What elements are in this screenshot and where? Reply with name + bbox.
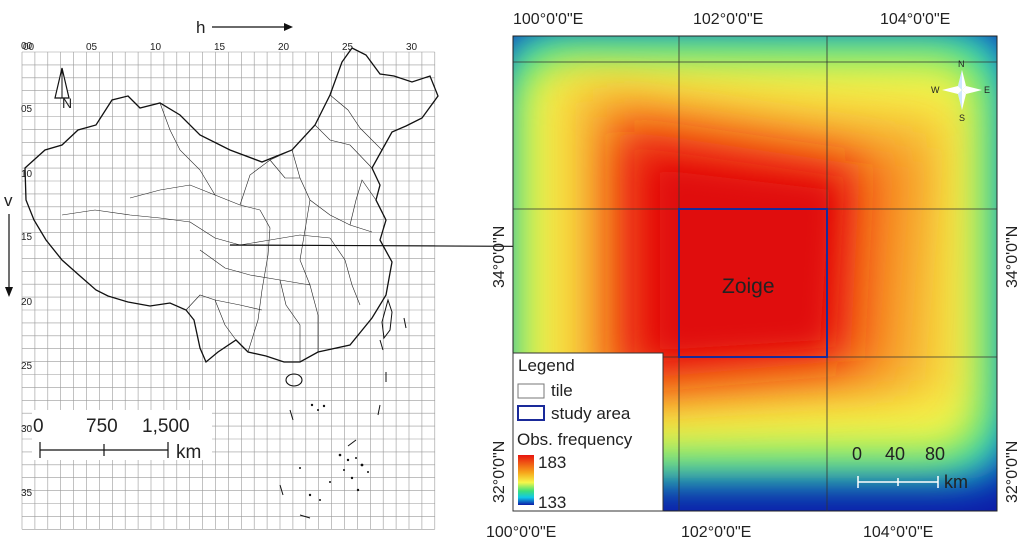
scale-label: 0	[852, 444, 862, 464]
h-tick-labels: 00 05 10 15 20 25 30	[23, 42, 418, 53]
study-area-box	[678, 208, 828, 358]
h-axis-label: h	[196, 18, 205, 37]
legend: Legend tile study area Obs. frequency 18…	[512, 352, 664, 512]
v-tick-label: 20	[21, 297, 33, 308]
h-axis-arrow-head	[284, 23, 293, 31]
lon-label: 102°0'0"E	[693, 11, 763, 28]
compass-w: W	[931, 85, 940, 95]
lon-label: 100°0'0"E	[513, 11, 583, 28]
lat-label: 32°0'0"N	[1004, 441, 1021, 503]
h-tick-label: 20	[278, 42, 290, 53]
compass-e: E	[984, 85, 990, 95]
scale-label: 80	[925, 444, 945, 464]
compass-n: N	[958, 59, 965, 69]
v-axis-label: v	[4, 191, 13, 210]
top-longitude-labels: 100°0'0"E 102°0'0"E 104°0'0"E	[513, 11, 950, 28]
h-tick-label: 30	[406, 42, 418, 53]
nine-dash-line	[279, 317, 407, 519]
taiwan-island	[381, 298, 393, 340]
north-arrow-icon: N	[54, 67, 72, 111]
scale-unit: km	[944, 472, 968, 492]
legend-study-area-swatch	[517, 405, 545, 421]
scale-unit: km	[176, 442, 201, 463]
observation-frequency-map: Zoige N S E W 0 40 80 km L	[486, 11, 1021, 541]
h-tick-label: 05	[86, 42, 98, 53]
left-latitude-labels: 34°0'0"N 32°0'0"N	[491, 226, 508, 503]
v-axis-arrow-head	[5, 287, 13, 297]
lon-label: 104°0'0"E	[863, 524, 933, 541]
scale-label: 1,500	[142, 416, 190, 437]
bottom-longitude-labels: 100°0'0"E 102°0'0"E 104°0'0"E	[486, 524, 933, 541]
v-tick-label: 25	[21, 361, 33, 372]
lon-label: 100°0'0"E	[486, 524, 556, 541]
scale-label: 750	[86, 416, 118, 437]
v-tick-label: 35	[21, 488, 33, 499]
north-label: N	[62, 95, 72, 111]
v-tick-label: 10	[21, 169, 33, 180]
study-area-label: Zoige	[722, 275, 775, 298]
legend-tile-swatch	[517, 383, 545, 399]
south-sea-islands	[299, 403, 369, 501]
lat-label: 34°0'0"N	[491, 226, 508, 288]
h-tick-label: 25	[342, 42, 354, 53]
china-outline	[24, 47, 439, 364]
lat-label: 34°0'0"N	[1004, 226, 1021, 288]
v-tick-label: 30	[21, 424, 33, 435]
lat-label: 32°0'0"N	[491, 441, 508, 503]
compass-s: S	[959, 113, 965, 123]
right-scale-bar: 0 40 80 km	[852, 444, 968, 492]
h-tick-label: 00	[23, 42, 35, 53]
h-tick-label: 10	[150, 42, 162, 53]
china-tile-map: h v 00 05 10 15 20 25 30 00 05 10 15 20 …	[4, 18, 439, 530]
legend-min-value: 133	[538, 493, 566, 512]
v-tick-label: 15	[21, 232, 33, 243]
legend-tile-label: tile	[551, 381, 573, 400]
v-tick-label: 00	[21, 41, 33, 52]
lon-label: 104°0'0"E	[880, 11, 950, 28]
compass-icon: N S E W	[931, 59, 990, 123]
legend-max-value: 183	[538, 453, 566, 472]
left-scale-bar: 0 750 1,500 km	[32, 410, 212, 463]
lon-label: 102°0'0"E	[681, 524, 751, 541]
right-latitude-labels: 34°0'0"N 32°0'0"N	[1004, 226, 1021, 503]
scale-label: 0	[33, 416, 44, 437]
province-boundaries	[61, 94, 383, 362]
legend-title: Legend	[518, 356, 575, 375]
legend-color-ramp	[518, 455, 534, 505]
v-tick-labels: 00 05 10 15 20 25 30 35	[21, 41, 33, 499]
v-tick-label: 05	[21, 104, 33, 115]
scale-label: 40	[885, 444, 905, 464]
hainan-island	[285, 373, 303, 387]
legend-frequency-title: Obs. frequency	[517, 430, 633, 449]
h-tick-label: 15	[214, 42, 226, 53]
legend-study-area-label: study area	[551, 404, 631, 423]
